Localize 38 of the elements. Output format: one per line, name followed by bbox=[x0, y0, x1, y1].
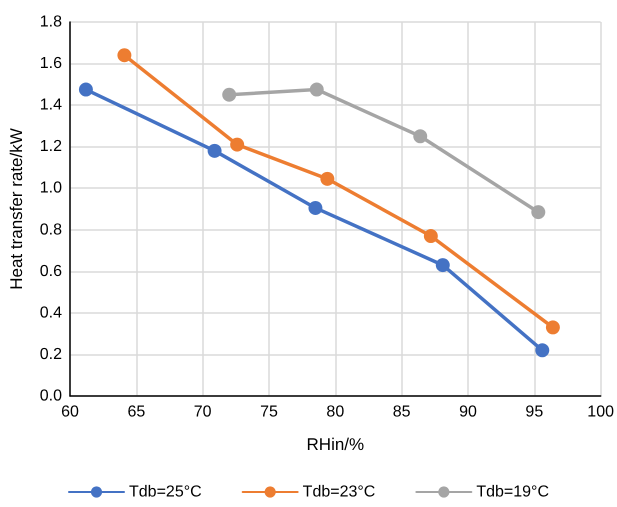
point bbox=[320, 172, 334, 186]
y-tick-label: 1.8 bbox=[40, 14, 62, 30]
x-tick-label: 75 bbox=[260, 404, 278, 420]
point bbox=[546, 320, 560, 334]
y-tick-label: 0.6 bbox=[40, 262, 62, 280]
y-tick-label: 1.0 bbox=[40, 180, 62, 197]
y-tick-label: 0.8 bbox=[40, 221, 62, 238]
point bbox=[222, 88, 236, 102]
y-tick-label: 1.6 bbox=[40, 55, 62, 72]
point bbox=[413, 129, 428, 144]
y-tick-label: 0.2 bbox=[40, 346, 62, 363]
legend-label: Tdb=25°C bbox=[129, 484, 202, 500]
legend-label: Tdb=23°C bbox=[302, 484, 376, 500]
y-tick-label: 1.2 bbox=[40, 138, 62, 156]
y-tick-label: 0.0 bbox=[40, 388, 62, 404]
x-axis-title: RHin/% bbox=[306, 435, 364, 454]
point bbox=[208, 144, 222, 158]
x-tick-label: 80 bbox=[326, 404, 344, 420]
point bbox=[436, 258, 450, 272]
x-tick-label: 95 bbox=[525, 404, 544, 420]
point bbox=[424, 229, 438, 244]
point bbox=[310, 82, 324, 97]
x-tick-label: 60 bbox=[61, 404, 79, 420]
point bbox=[308, 200, 322, 215]
point bbox=[117, 48, 132, 62]
point bbox=[230, 138, 244, 152]
x-tick-label: 70 bbox=[194, 404, 212, 420]
point bbox=[531, 205, 546, 220]
x-tick-label: 90 bbox=[459, 404, 477, 420]
x-tick-label: 65 bbox=[127, 404, 146, 420]
x-tick-label: 85 bbox=[392, 404, 411, 420]
point bbox=[78, 82, 93, 97]
x-tick-label: 100 bbox=[587, 404, 614, 420]
y-axis-title: Heat transfer rate/kW bbox=[7, 128, 26, 290]
y-tick-label: 1.4 bbox=[40, 96, 62, 114]
y-tick-label: 0.4 bbox=[40, 304, 62, 322]
point bbox=[535, 343, 550, 358]
legend-label: Tdb=19°C bbox=[476, 484, 550, 500]
